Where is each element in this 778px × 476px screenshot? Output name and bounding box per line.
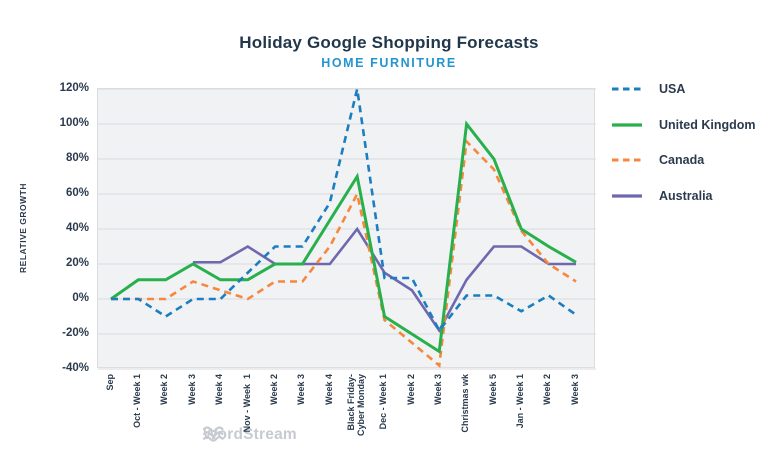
y-tick-label: 80%	[65, 151, 89, 164]
x-tick-label: Week 2	[405, 374, 416, 405]
legend-swatch-usa	[612, 87, 642, 91]
y-tick-label: -20%	[62, 326, 89, 339]
legend-item-usa: USA	[612, 82, 685, 96]
x-tick-label: Week 3	[186, 374, 197, 405]
legend-label: United Kingdom	[659, 117, 756, 132]
x-tick-label: Week 5	[487, 374, 498, 405]
series-line-usa	[111, 88, 577, 333]
legend-label: USA	[659, 82, 686, 96]
x-tick-label: Black Friday- Cyber Monday	[346, 374, 366, 437]
legend-swatch-canada	[612, 158, 642, 162]
wordstream-wave-icon	[202, 426, 224, 442]
y-tick-label: 40%	[65, 221, 89, 234]
x-tick-label: Oct - Week 1	[132, 374, 143, 428]
series-line-united-kingdom	[110, 120, 577, 355]
chart-subtitle: HOME FURNITURE	[321, 56, 457, 70]
watermark: WordStream	[202, 426, 297, 444]
chart-title: Holiday Google Shopping Forecasts	[239, 33, 539, 52]
x-tick-label: Week 2	[159, 374, 170, 405]
y-tick-label: 60%	[65, 186, 89, 199]
legend-swatch-australia	[612, 193, 642, 198]
x-tick-label: Week 3	[296, 374, 307, 405]
x-tick-label: Week 4	[214, 374, 225, 405]
legend-label: Canada	[659, 153, 705, 167]
legend-item-canada: Canada	[612, 153, 704, 167]
legend-swatch-united-kingdom	[612, 122, 642, 127]
legend-item-australia: Australia	[612, 189, 713, 203]
y-tick-label: -40%	[62, 361, 89, 374]
legend-label: Australia	[659, 188, 713, 203]
plot-area: WordStream	[97, 88, 596, 443]
series-line-canada	[111, 138, 577, 369]
legend-item-united-kingdom: United Kingdom	[612, 118, 756, 132]
watermark-text: WordStream	[203, 426, 297, 443]
y-axis-title: RELATIVE GROWTH	[18, 183, 28, 273]
x-tick-label: Week 3	[432, 374, 443, 405]
x-tick-label: Jan - Week 1	[515, 374, 526, 429]
x-tick-label: Week 2	[542, 374, 553, 405]
x-tick-label: Sep	[104, 374, 115, 391]
x-tick-label: Nov - Week 1	[241, 374, 252, 433]
y-tick-label: 0%	[72, 291, 89, 304]
x-tick-label: Week 3	[569, 374, 580, 405]
x-tick-label: Week 2	[268, 374, 279, 405]
plot-svg	[98, 88, 596, 370]
y-tick-label: 20%	[65, 256, 89, 269]
x-tick-label: Dec - Week 1	[378, 374, 389, 430]
x-tick-label: Christmas wk	[460, 374, 471, 433]
x-tick-label: Week 4	[323, 374, 334, 405]
y-tick-label: 100%	[59, 116, 89, 129]
y-tick-label: 120%	[59, 81, 89, 94]
